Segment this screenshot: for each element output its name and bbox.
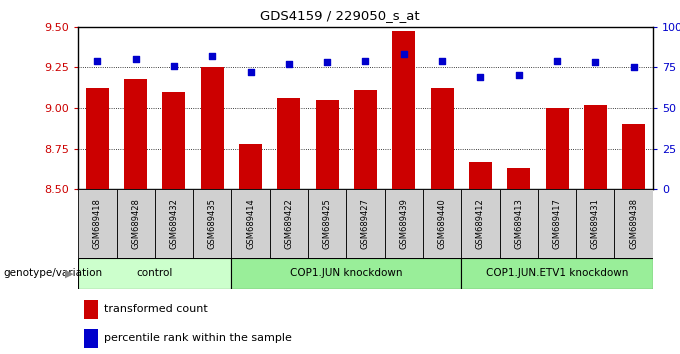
Point bbox=[245, 69, 256, 75]
Text: transformed count: transformed count bbox=[104, 304, 208, 314]
Text: GSM689432: GSM689432 bbox=[169, 199, 178, 249]
Bar bbox=[78, 189, 116, 258]
Text: GSM689439: GSM689439 bbox=[399, 199, 408, 249]
Bar bbox=[354, 90, 377, 189]
Text: GSM689440: GSM689440 bbox=[438, 199, 447, 249]
Text: GSM689435: GSM689435 bbox=[208, 199, 217, 249]
Bar bbox=[346, 189, 385, 258]
Text: percentile rank within the sample: percentile rank within the sample bbox=[104, 333, 292, 343]
Bar bbox=[201, 67, 224, 189]
Text: GSM689428: GSM689428 bbox=[131, 199, 140, 249]
Bar bbox=[545, 108, 568, 189]
Bar bbox=[163, 92, 186, 189]
Text: GSM689412: GSM689412 bbox=[476, 199, 485, 249]
Text: GSM689425: GSM689425 bbox=[323, 199, 332, 249]
Point bbox=[207, 53, 218, 59]
Bar bbox=[277, 98, 301, 189]
Bar bbox=[239, 144, 262, 189]
Point bbox=[360, 58, 371, 64]
Bar bbox=[385, 189, 423, 258]
Text: COP1.JUN knockdown: COP1.JUN knockdown bbox=[290, 268, 403, 279]
Bar bbox=[461, 258, 653, 289]
Text: GSM689417: GSM689417 bbox=[553, 199, 562, 249]
Bar bbox=[469, 162, 492, 189]
Bar bbox=[231, 189, 270, 258]
Bar bbox=[430, 88, 454, 189]
Text: GSM689427: GSM689427 bbox=[361, 199, 370, 249]
Point bbox=[284, 61, 294, 67]
Bar bbox=[392, 32, 415, 189]
Point bbox=[513, 73, 524, 78]
Point bbox=[551, 58, 562, 64]
Bar bbox=[155, 189, 193, 258]
Bar bbox=[78, 258, 231, 289]
Bar bbox=[507, 168, 530, 189]
Text: COP1.JUN.ETV1 knockdown: COP1.JUN.ETV1 knockdown bbox=[486, 268, 628, 279]
Point bbox=[398, 51, 409, 57]
Bar bbox=[622, 124, 645, 189]
Text: GSM689418: GSM689418 bbox=[93, 199, 102, 249]
Text: GSM689413: GSM689413 bbox=[514, 199, 523, 249]
Text: GSM689438: GSM689438 bbox=[629, 198, 638, 250]
Bar bbox=[500, 189, 538, 258]
Point bbox=[130, 56, 141, 62]
Bar bbox=[576, 189, 615, 258]
Text: genotype/variation: genotype/variation bbox=[3, 268, 103, 278]
Point bbox=[475, 74, 486, 80]
Bar bbox=[423, 189, 461, 258]
Text: GSM689431: GSM689431 bbox=[591, 199, 600, 249]
Bar bbox=[116, 189, 155, 258]
Bar bbox=[231, 258, 461, 289]
Bar bbox=[86, 88, 109, 189]
Text: control: control bbox=[137, 268, 173, 279]
Text: GSM689422: GSM689422 bbox=[284, 199, 293, 249]
Bar bbox=[84, 300, 99, 319]
Point bbox=[628, 64, 639, 70]
Bar bbox=[316, 100, 339, 189]
Text: ▶: ▶ bbox=[65, 268, 73, 278]
Bar bbox=[584, 105, 607, 189]
Bar bbox=[538, 189, 576, 258]
Point bbox=[437, 58, 447, 64]
Point bbox=[92, 58, 103, 64]
Bar bbox=[193, 189, 231, 258]
Point bbox=[322, 59, 333, 65]
Bar bbox=[84, 329, 99, 348]
Bar bbox=[615, 189, 653, 258]
Bar bbox=[270, 189, 308, 258]
Bar bbox=[308, 189, 346, 258]
Point bbox=[169, 63, 180, 68]
Point bbox=[590, 59, 600, 65]
Bar bbox=[124, 79, 147, 189]
Bar bbox=[461, 189, 500, 258]
Text: GSM689414: GSM689414 bbox=[246, 199, 255, 249]
Text: GDS4159 / 229050_s_at: GDS4159 / 229050_s_at bbox=[260, 9, 420, 22]
